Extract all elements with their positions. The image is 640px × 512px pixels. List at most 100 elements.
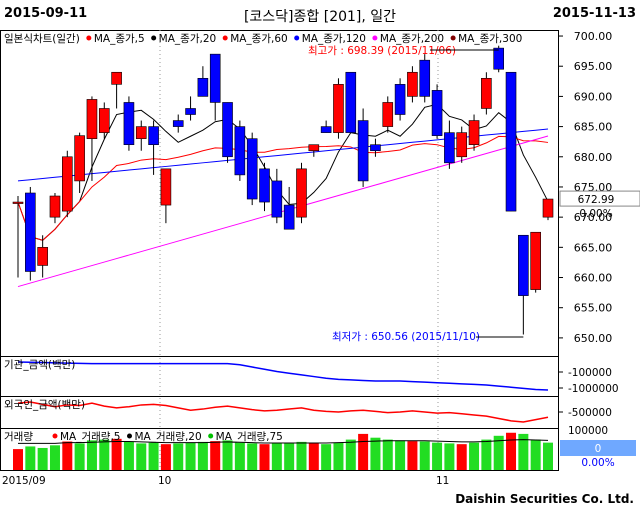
candle-body — [370, 144, 381, 152]
candle-body — [407, 71, 418, 97]
y-tick-label: 685.00 — [574, 121, 613, 134]
volume-bar — [185, 442, 196, 470]
candle-body — [419, 59, 431, 97]
y-tick-label: -1000000 — [568, 383, 619, 395]
volume-bar — [308, 443, 319, 470]
volume-bar — [370, 437, 381, 470]
candle-body — [12, 201, 24, 204]
volume-bar — [37, 447, 48, 470]
candle-body — [271, 180, 283, 218]
legend-label: MA_거래량,5 — [60, 431, 121, 443]
candle-body — [148, 126, 159, 146]
volume-bar — [456, 444, 467, 470]
x-tick-label: 11 — [436, 475, 449, 487]
candle-body — [518, 234, 529, 296]
volume-bar — [432, 442, 443, 470]
change-pct: 0.00% — [579, 208, 612, 220]
volume-bar — [407, 441, 418, 470]
low-annotation: 최저가 : 650.56 (2015/11/10) — [332, 331, 480, 343]
series-line-1 — [17, 361, 549, 391]
volume-bar — [74, 443, 85, 470]
candle-body — [357, 120, 369, 182]
volume-change: 0.00% — [581, 457, 614, 469]
candle-body — [197, 77, 209, 97]
volume-bar — [444, 443, 455, 470]
series-line-2 — [17, 401, 549, 423]
y-tick-label: -500000 — [568, 407, 612, 419]
panel-frame-1 — [0, 356, 559, 397]
y-tick-label: 695.00 — [574, 60, 613, 73]
legend-marker — [151, 35, 157, 41]
legend-label: MA_거래량,20 — [135, 431, 202, 443]
candle-body — [25, 192, 36, 272]
volume-bar — [247, 443, 258, 470]
volume-bar — [395, 440, 406, 470]
volume-bar — [123, 441, 134, 470]
legend-marker — [52, 433, 58, 439]
candle-body — [296, 168, 307, 218]
volume-bar — [99, 439, 110, 470]
volume-bar — [259, 444, 270, 470]
candle-body — [246, 138, 258, 200]
candle-body — [333, 84, 344, 133]
y-tick-label: 100000 — [568, 425, 608, 437]
legend-label: MA_종가,120 — [302, 33, 366, 45]
volume-bar — [25, 446, 36, 470]
candle-body — [234, 126, 246, 176]
candle-body — [308, 144, 320, 152]
candle-body — [172, 120, 184, 127]
candle-body — [505, 71, 517, 212]
volume-bar — [62, 441, 73, 470]
x-tick-label: 10 — [158, 475, 171, 487]
volume-bar — [160, 444, 171, 470]
y-tick-label: 660.00 — [574, 272, 613, 285]
legend-label: 일본식차트(일간) — [4, 32, 80, 45]
volume-bar — [86, 440, 97, 470]
y-tick-label: 655.00 — [574, 302, 613, 315]
volume-bar — [234, 442, 245, 470]
y-tick-label: 665.00 — [574, 241, 613, 254]
candle-body — [283, 204, 295, 230]
volume-bar — [419, 441, 430, 470]
y-tick-label: 690.00 — [574, 90, 613, 103]
legend-label: MA_거래량,75 — [216, 431, 283, 443]
legend-label: MA_종가,200 — [380, 33, 444, 45]
legend-marker — [222, 35, 228, 41]
legend-marker — [208, 433, 214, 439]
volume-bar — [358, 433, 369, 470]
candle-body — [209, 53, 221, 103]
candle-body — [320, 126, 332, 133]
candle-body — [542, 198, 554, 218]
candle-body — [37, 247, 48, 266]
candle-body — [222, 102, 233, 158]
volume-ma-line — [18, 439, 549, 444]
volume-bar — [481, 439, 492, 470]
chart-header: 2015-09-11 [코스닥]종합 [201], 일간 2015-11-13 — [0, 0, 640, 28]
candle-body — [345, 71, 357, 133]
volume-bar — [197, 441, 208, 470]
volume-bar — [136, 443, 147, 470]
chart-title: [코스닥]종합 [201], 일간 — [243, 9, 397, 25]
candle-body — [62, 156, 73, 212]
candle-body — [493, 47, 504, 70]
end-date: 2015-11-13 — [552, 6, 636, 21]
brand-label: Daishin Securities Co. Ltd. — [455, 492, 634, 506]
volume-bar — [111, 438, 122, 470]
panel-title: 기관_금액(백만) — [4, 359, 75, 371]
x-tick-label: 2015/09 — [2, 475, 46, 487]
last-price: 672.99 — [578, 194, 615, 206]
volume-bar — [469, 442, 480, 470]
candle-body — [456, 132, 468, 158]
candle-body — [123, 102, 135, 146]
candle-body — [185, 108, 196, 115]
volume-bar — [148, 442, 159, 470]
volume-bar — [284, 442, 295, 470]
volume-last: 0 — [595, 443, 602, 455]
volume-bar — [543, 442, 553, 470]
volume-bar — [506, 432, 517, 470]
volume-bar — [296, 441, 307, 470]
candle-body — [259, 168, 270, 203]
high-annotation: 최고가 : 698.39 (2015/11/06) — [308, 45, 456, 57]
candle-body — [49, 195, 61, 218]
